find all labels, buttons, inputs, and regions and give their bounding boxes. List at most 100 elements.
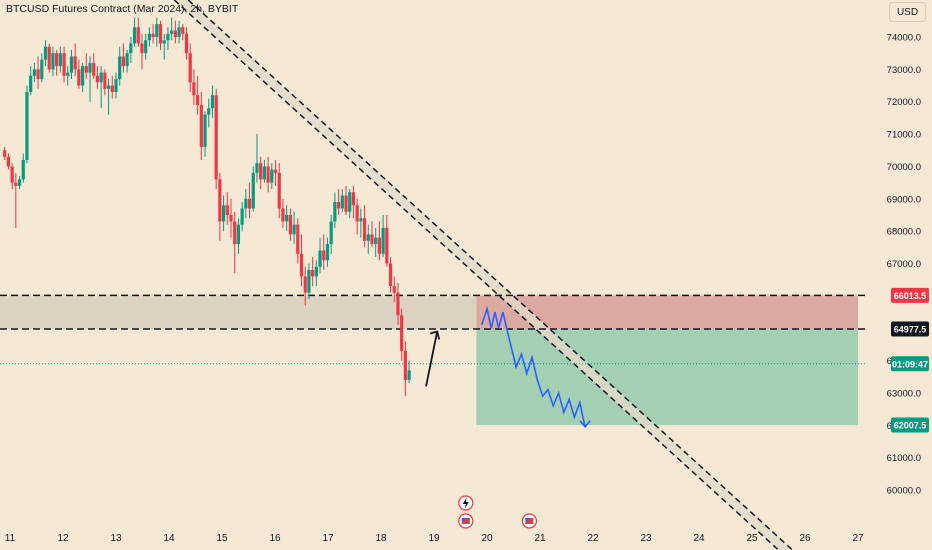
candle[interactable]	[36, 56, 40, 89]
candle[interactable]	[403, 341, 407, 397]
candle[interactable]	[225, 192, 229, 225]
candle[interactable]	[322, 234, 326, 270]
candle[interactable]	[155, 17, 159, 47]
candle[interactable]	[344, 185, 348, 215]
candle[interactable]	[170, 17, 174, 41]
candle[interactable]	[114, 72, 118, 99]
candle[interactable]	[129, 37, 133, 63]
candle[interactable]	[218, 172, 222, 241]
us-flag-icon[interactable]	[458, 513, 474, 529]
candle[interactable]	[259, 156, 263, 190]
candle[interactable]	[299, 234, 304, 287]
candle[interactable]	[381, 214, 385, 258]
candle[interactable]	[236, 218, 241, 254]
candle[interactable]	[388, 257, 393, 293]
candle[interactable]	[199, 92, 203, 160]
candle[interactable]	[270, 163, 274, 190]
candle[interactable]	[285, 205, 289, 232]
candle[interactable]	[158, 20, 163, 50]
candle[interactable]	[348, 189, 352, 219]
candle[interactable]	[396, 282, 400, 325]
candle[interactable]	[266, 156, 270, 193]
candle[interactable]	[340, 189, 344, 212]
candle[interactable]	[103, 69, 107, 96]
candle[interactable]	[203, 111, 207, 157]
candle[interactable]	[84, 53, 88, 80]
candle[interactable]	[73, 43, 77, 76]
candle[interactable]	[25, 85, 29, 164]
candle[interactable]	[325, 237, 330, 267]
candle[interactable]	[255, 134, 259, 183]
candle[interactable]	[132, 17, 137, 47]
candle[interactable]	[43, 40, 48, 67]
candle[interactable]	[240, 202, 244, 232]
candle[interactable]	[21, 153, 25, 183]
candle[interactable]	[377, 221, 382, 261]
candle[interactable]	[177, 20, 181, 44]
candle[interactable]	[140, 33, 144, 70]
candle[interactable]	[370, 221, 374, 248]
candle[interactable]	[362, 205, 367, 248]
candle[interactable]	[214, 88, 218, 190]
candle[interactable]	[311, 257, 315, 287]
candle[interactable]	[244, 189, 248, 219]
candle[interactable]	[196, 75, 200, 115]
candle[interactable]	[162, 33, 166, 60]
candle[interactable]	[333, 192, 337, 228]
candle[interactable]	[125, 49, 129, 73]
candle[interactable]	[281, 198, 285, 228]
candle[interactable]	[296, 218, 300, 264]
candle[interactable]	[106, 79, 111, 115]
candle[interactable]	[32, 62, 36, 83]
retest-arrow[interactable]	[425, 331, 439, 387]
candle[interactable]	[144, 33, 148, 60]
price-badge[interactable]: 64977.5	[891, 321, 929, 337]
currency-button[interactable]: USD	[889, 2, 926, 22]
candle[interactable]	[69, 49, 74, 80]
candle[interactable]	[14, 172, 18, 228]
candle[interactable]	[374, 227, 378, 258]
candle[interactable]	[188, 43, 192, 93]
candle[interactable]	[318, 237, 322, 274]
candle[interactable]	[110, 75, 114, 99]
projected-path[interactable]	[480, 305, 586, 428]
candle[interactable]	[95, 66, 100, 89]
candle[interactable]	[337, 189, 341, 215]
candle[interactable]	[233, 211, 237, 274]
candle[interactable]	[184, 27, 189, 60]
candle[interactable]	[17, 176, 22, 190]
candle[interactable]	[385, 214, 389, 267]
candle[interactable]	[3, 147, 7, 160]
descending-trendline-channel[interactable]	[173, 0, 794, 550]
candle[interactable]	[40, 53, 44, 83]
candle[interactable]	[307, 263, 311, 300]
candle[interactable]	[51, 46, 55, 76]
candle[interactable]	[210, 85, 215, 118]
candle[interactable]	[392, 276, 396, 303]
candle[interactable]	[292, 211, 296, 245]
candle[interactable]	[55, 49, 59, 76]
candle[interactable]	[92, 53, 96, 80]
candle[interactable]	[407, 360, 411, 384]
candle[interactable]	[314, 260, 318, 287]
candle[interactable]	[303, 266, 307, 306]
candle[interactable]	[88, 56, 92, 102]
candle[interactable]	[151, 24, 155, 44]
candle[interactable]	[247, 182, 252, 219]
candle[interactable]	[29, 66, 33, 96]
candle[interactable]	[118, 46, 122, 86]
price-badge[interactable]: 62007.5	[891, 417, 929, 433]
candle[interactable]	[366, 224, 370, 254]
us-flag-icon[interactable]	[521, 513, 538, 529]
candle[interactable]	[355, 198, 359, 235]
candle[interactable]	[351, 185, 356, 219]
candle[interactable]	[207, 98, 211, 128]
lightning-icon[interactable]	[458, 495, 474, 511]
candle[interactable]	[147, 27, 151, 47]
candle[interactable]	[47, 43, 51, 73]
candle[interactable]	[62, 46, 66, 83]
candle[interactable]	[273, 159, 278, 186]
candle[interactable]	[99, 66, 103, 109]
candle[interactable]	[121, 43, 126, 73]
